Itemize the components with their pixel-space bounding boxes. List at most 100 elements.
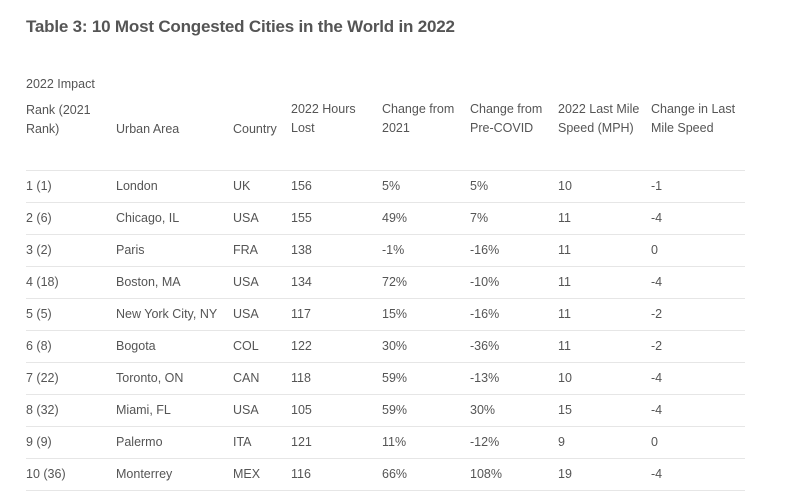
cell-change-last-mile-speed: -4: [651, 394, 745, 427]
cell-change-last-mile-speed: -1: [651, 170, 745, 203]
table-row: 3 (2) Paris FRA 138 -1% -16% 11 0: [26, 234, 745, 267]
cell-country: USA: [233, 266, 291, 299]
cell-change-pre-covid: -16%: [470, 298, 558, 331]
table-body: 1 (1) London UK 156 5% 5% 10 -1 2 (6) Chicago, IL…: [26, 170, 745, 491]
cell-change-pre-covid: 30%: [470, 394, 558, 427]
header-country: Country: [233, 100, 291, 171]
cell-urban-area: Monterrey: [116, 458, 233, 491]
cell-urban-area: Chicago, IL: [116, 202, 233, 235]
cell-change-2021: 66%: [382, 458, 470, 491]
cell-rank: 2 (6): [26, 202, 116, 235]
cell-last-mile-speed: 11: [558, 298, 651, 331]
cell-last-mile-speed: 11: [558, 330, 651, 363]
table-title: Table 3: 10 Most Congested Cities in the…: [26, 17, 455, 36]
cell-hours-lost: 138: [291, 234, 382, 267]
table-row: 8 (32) Miami, FL USA 105 59% 30% 15 -4: [26, 394, 745, 427]
table-row: 10 (36) Monterrey MEX 116 66% 108% 19 -4: [26, 458, 745, 491]
header-change-2021: Change from 2021: [382, 100, 470, 171]
cell-change-pre-covid: 7%: [470, 202, 558, 235]
cell-change-2021: 72%: [382, 266, 470, 299]
cell-hours-lost: 134: [291, 266, 382, 299]
cell-last-mile-speed: 19: [558, 458, 651, 491]
cell-change-last-mile-speed: -4: [651, 202, 745, 235]
cell-change-last-mile-speed: 0: [651, 426, 745, 459]
cell-change-pre-covid: -12%: [470, 426, 558, 459]
cell-change-2021: 59%: [382, 394, 470, 427]
cell-urban-area: London: [116, 170, 233, 203]
impact-label: 2022 Impact: [26, 77, 95, 91]
header-change-last-mile-speed: Change in Last Mile Speed: [651, 100, 745, 171]
cell-last-mile-speed: 10: [558, 170, 651, 203]
cell-urban-area: Paris: [116, 234, 233, 267]
cell-country: UK: [233, 170, 291, 203]
cell-change-pre-covid: 5%: [470, 170, 558, 203]
cell-change-2021: 11%: [382, 426, 470, 459]
cell-country: COL: [233, 330, 291, 363]
header-rank: Rank (2021 Rank): [26, 100, 116, 171]
cell-urban-area: Bogota: [116, 330, 233, 363]
table-row: 2 (6) Chicago, IL USA 155 49% 7% 11 -4: [26, 202, 745, 235]
congestion-table: Rank (2021 Rank) Urban Area Country 2022…: [26, 100, 745, 491]
cell-hours-lost: 116: [291, 458, 382, 491]
cell-rank: 7 (22): [26, 362, 116, 395]
table-row: 5 (5) New York City, NY USA 117 15% -16% 11 -2: [26, 298, 745, 331]
cell-hours-lost: 118: [291, 362, 382, 395]
table-row: 1 (1) London UK 156 5% 5% 10 -1: [26, 170, 745, 203]
header-hours-lost: 2022 Hours Lost: [291, 100, 382, 171]
cell-rank: 3 (2): [26, 234, 116, 267]
cell-rank: 1 (1): [26, 170, 116, 203]
cell-rank: 10 (36): [26, 458, 116, 491]
cell-rank: 8 (32): [26, 394, 116, 427]
cell-change-2021: 49%: [382, 202, 470, 235]
cell-urban-area: Boston, MA: [116, 266, 233, 299]
cell-change-pre-covid: -16%: [470, 234, 558, 267]
cell-rank: 6 (8): [26, 330, 116, 363]
table-row: 4 (18) Boston, MA USA 134 72% -10% 11 -4: [26, 266, 745, 299]
cell-hours-lost: 122: [291, 330, 382, 363]
cell-last-mile-speed: 11: [558, 202, 651, 235]
cell-last-mile-speed: 15: [558, 394, 651, 427]
cell-change-last-mile-speed: -4: [651, 458, 745, 491]
cell-country: USA: [233, 202, 291, 235]
cell-hours-lost: 105: [291, 394, 382, 427]
cell-change-2021: 30%: [382, 330, 470, 363]
cell-country: USA: [233, 298, 291, 331]
cell-rank: 4 (18): [26, 266, 116, 299]
table-row: 6 (8) Bogota COL 122 30% -36% 11 -2: [26, 330, 745, 363]
cell-change-last-mile-speed: 0: [651, 234, 745, 267]
cell-change-2021: 5%: [382, 170, 470, 203]
cell-hours-lost: 121: [291, 426, 382, 459]
cell-rank: 5 (5): [26, 298, 116, 331]
cell-change-pre-covid: 108%: [470, 458, 558, 491]
cell-country: USA: [233, 394, 291, 427]
cell-hours-lost: 156: [291, 170, 382, 203]
header-row: Rank (2021 Rank) Urban Area Country 2022…: [26, 100, 745, 171]
cell-change-pre-covid: -10%: [470, 266, 558, 299]
cell-urban-area: Miami, FL: [116, 394, 233, 427]
cell-country: CAN: [233, 362, 291, 395]
table-row: 7 (22) Toronto, ON CAN 118 59% -13% 10 -4: [26, 362, 745, 395]
cell-hours-lost: 155: [291, 202, 382, 235]
cell-urban-area: Palermo: [116, 426, 233, 459]
cell-change-last-mile-speed: -4: [651, 362, 745, 395]
cell-urban-area: New York City, NY: [116, 298, 233, 331]
cell-last-mile-speed: 11: [558, 266, 651, 299]
cell-change-last-mile-speed: -2: [651, 298, 745, 331]
cell-country: FRA: [233, 234, 291, 267]
table-row: 9 (9) Palermo ITA 121 11% -12% 9 0: [26, 426, 745, 459]
cell-last-mile-speed: 9: [558, 426, 651, 459]
cell-rank: 9 (9): [26, 426, 116, 459]
cell-change-pre-covid: -13%: [470, 362, 558, 395]
cell-change-last-mile-speed: -2: [651, 330, 745, 363]
cell-change-2021: -1%: [382, 234, 470, 267]
cell-hours-lost: 117: [291, 298, 382, 331]
cell-change-last-mile-speed: -4: [651, 266, 745, 299]
header-last-mile-speed: 2022 Last Mile Speed (MPH): [558, 100, 651, 171]
cell-country: ITA: [233, 426, 291, 459]
header-urban-area: Urban Area: [116, 100, 233, 171]
header-change-pre-covid: Change from Pre-COVID: [470, 100, 558, 171]
cell-change-pre-covid: -36%: [470, 330, 558, 363]
cell-last-mile-speed: 10: [558, 362, 651, 395]
cell-change-2021: 15%: [382, 298, 470, 331]
cell-urban-area: Toronto, ON: [116, 362, 233, 395]
